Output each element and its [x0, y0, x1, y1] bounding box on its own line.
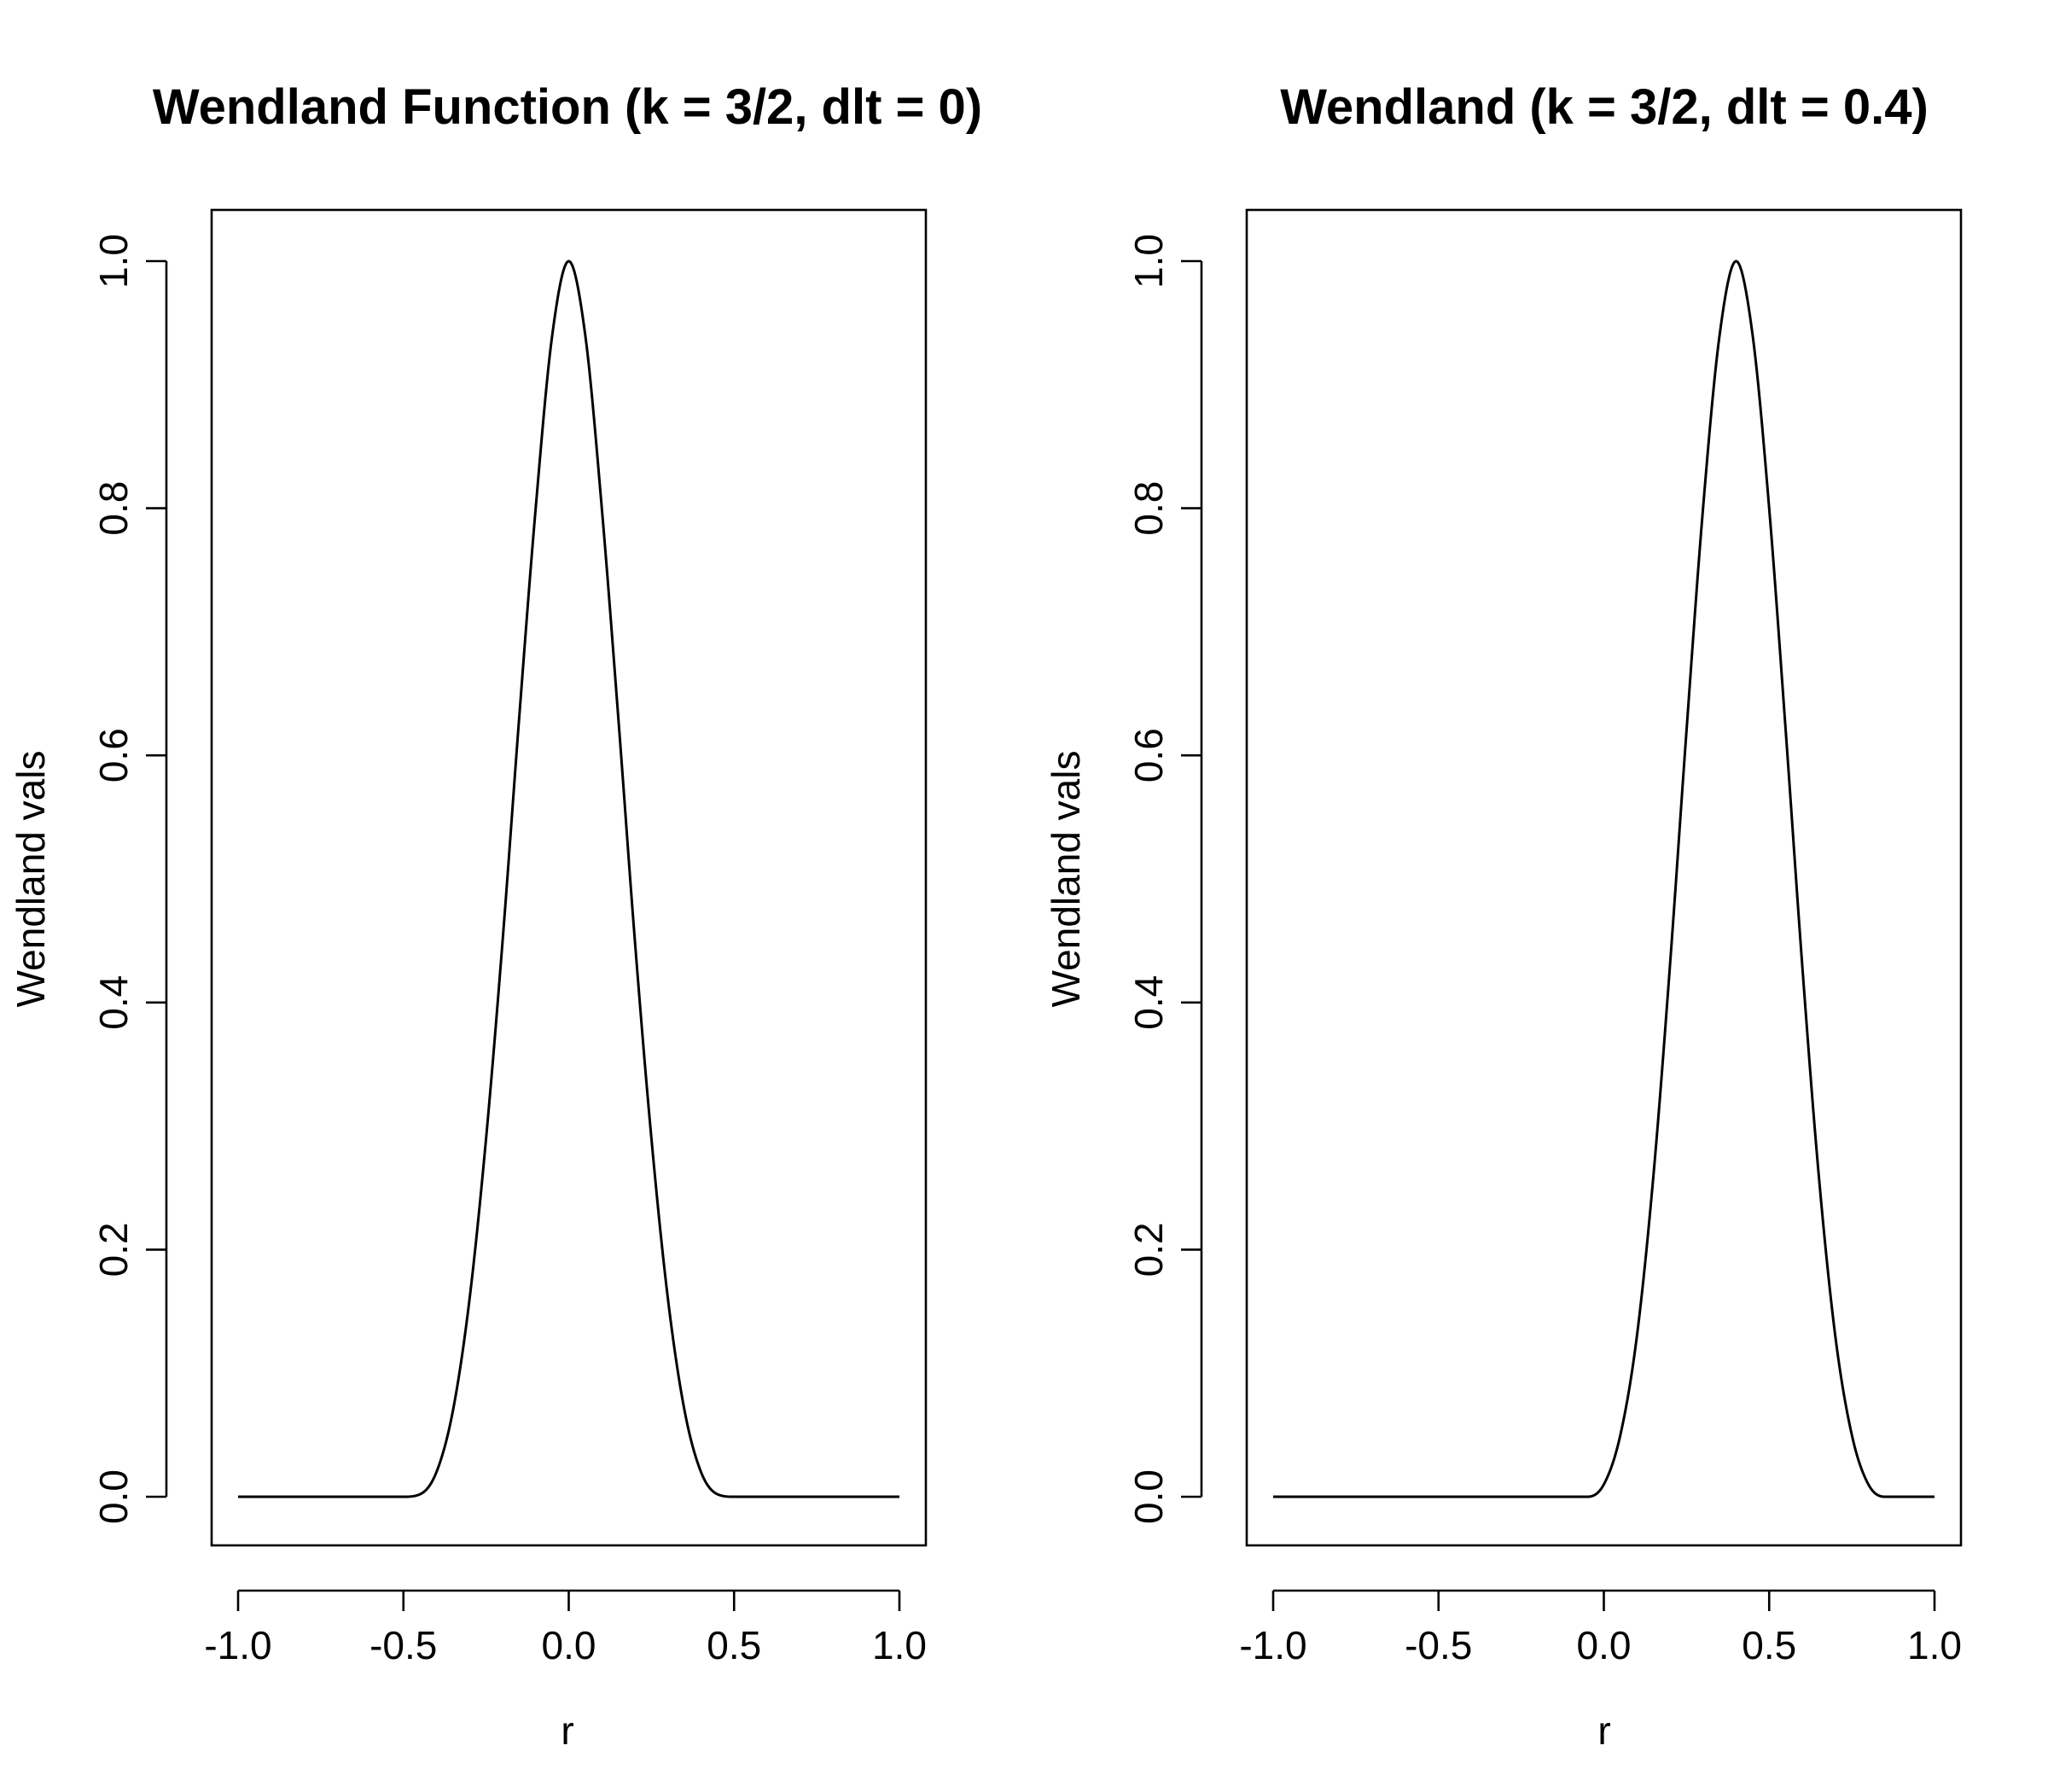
panel-right: Wendland (k = 3/2, dlt = 0.4) -1.0 -0.5 0.… — [1044, 79, 1963, 1753]
plot-frame — [1245, 208, 1963, 1547]
y-ticks: 0.0 0.2 0.4 0.6 0.8 1.0 — [1126, 234, 1201, 1524]
x-tick-label: -1.0 — [204, 1623, 271, 1667]
y-axis-label: Wendland vals — [1044, 751, 1088, 1008]
x-tick-label: 1.0 — [872, 1623, 927, 1667]
chart-title: Wendland (k = 3/2, dlt = 0.4) — [1280, 79, 1929, 135]
x-tick-label: 0.0 — [1577, 1623, 1632, 1667]
panel-left: Wendland Function (k = 3/2, dlt = 0) -1.… — [9, 79, 982, 1753]
x-ticks: -1.0 -0.5 0.0 0.5 1.0 — [1239, 1591, 1962, 1667]
x-tick-label: 0.5 — [1742, 1623, 1796, 1667]
y-tick-label: 0.2 — [91, 1222, 136, 1277]
x-tick-label: -1.0 — [1239, 1623, 1306, 1667]
x-tick-label: -0.5 — [369, 1623, 437, 1667]
x-tick-label: 1.0 — [1907, 1623, 1962, 1667]
x-tick-label: -0.5 — [1405, 1623, 1472, 1667]
y-tick-label: 0.0 — [91, 1469, 136, 1524]
y-tick-label: 0.6 — [91, 728, 136, 783]
series-line — [238, 259, 899, 1498]
y-tick-label: 0.8 — [1126, 481, 1171, 536]
y-tick-label: 0.4 — [1126, 975, 1171, 1030]
plot-frame — [210, 208, 928, 1547]
x-tick-label: 0.5 — [707, 1623, 761, 1667]
y-tick-label: 0.4 — [91, 975, 136, 1030]
y-tick-label: 1.0 — [91, 234, 136, 288]
chart-title: Wendland Function (k = 3/2, dlt = 0) — [153, 79, 982, 135]
y-tick-label: 0.0 — [1126, 1469, 1171, 1524]
x-ticks: -1.0 -0.5 0.0 0.5 1.0 — [204, 1591, 927, 1667]
y-tick-label: 1.0 — [1126, 234, 1171, 288]
x-tick-label: 0.0 — [542, 1623, 596, 1667]
x-axis-label: r — [561, 1708, 573, 1753]
x-axis-label: r — [1597, 1708, 1610, 1753]
y-tick-label: 0.2 — [1126, 1222, 1171, 1277]
y-ticks: 0.0 0.2 0.4 0.6 0.8 1.0 — [91, 234, 166, 1524]
y-axis-label: Wendland vals — [9, 751, 53, 1008]
y-tick-label: 0.8 — [91, 481, 136, 536]
y-tick-label: 0.6 — [1126, 728, 1171, 783]
series-line — [1273, 259, 1935, 1498]
